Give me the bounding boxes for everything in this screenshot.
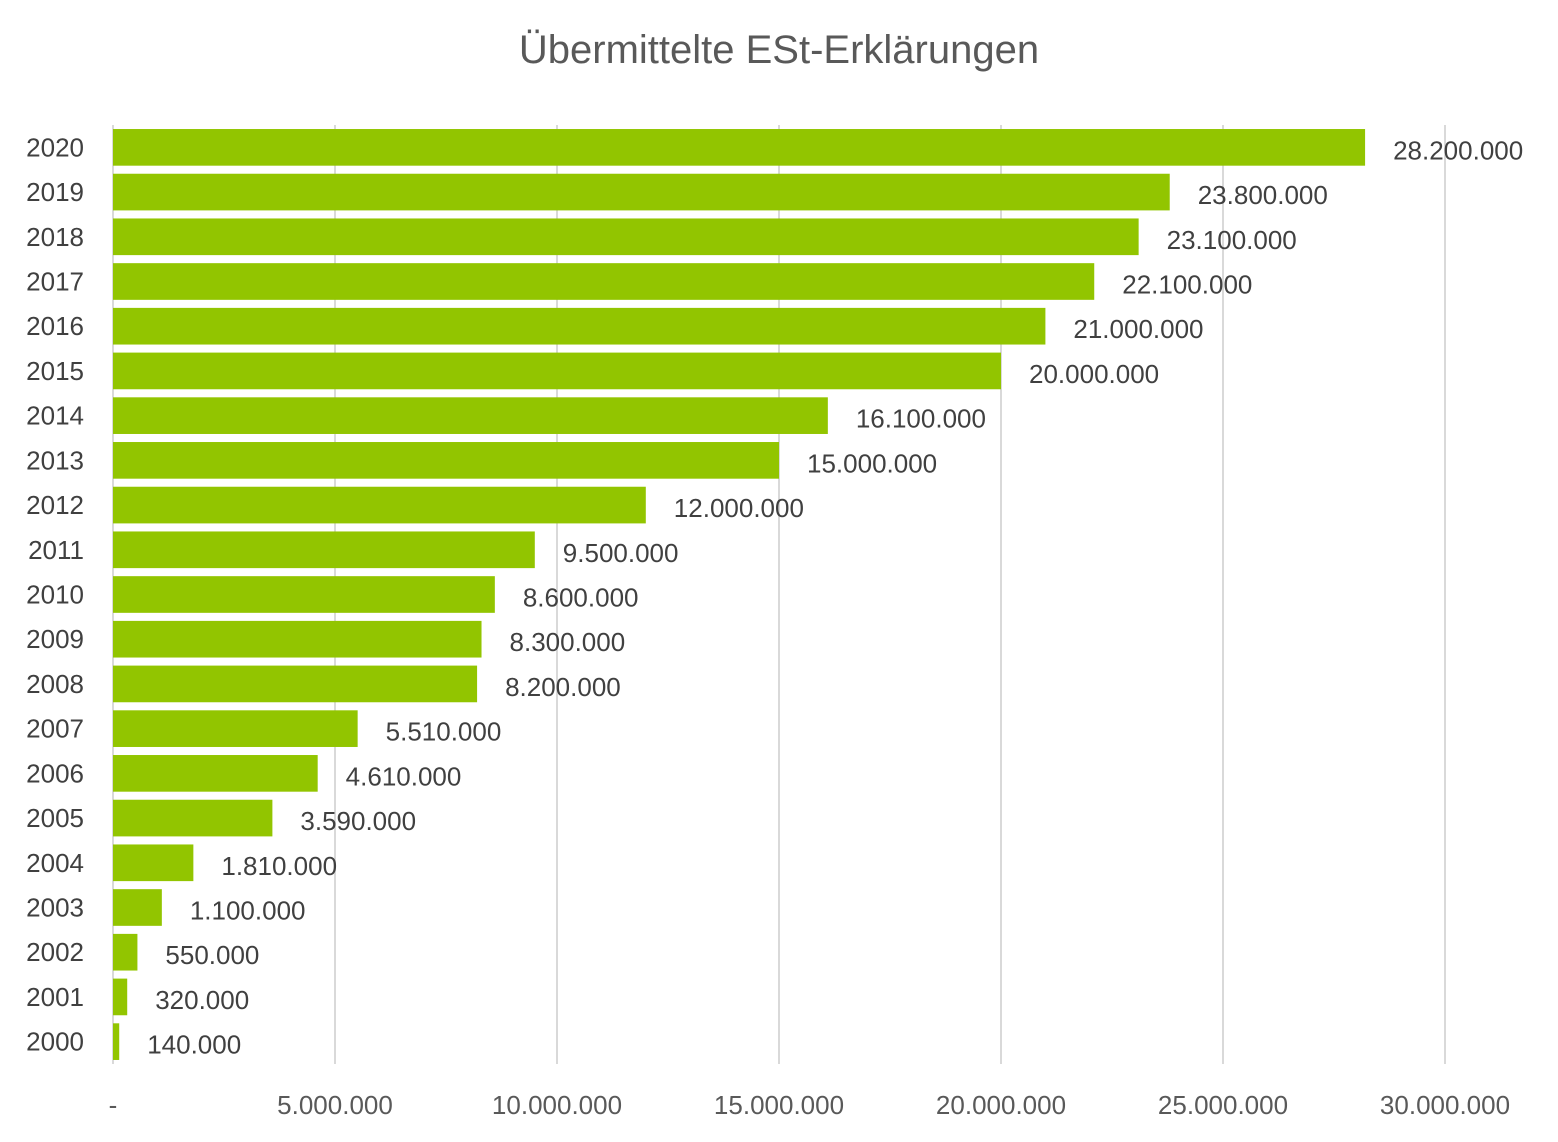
category-label: 2019 xyxy=(26,177,84,207)
data-label: 16.100.000 xyxy=(856,404,986,434)
data-label: 28.200.000 xyxy=(1393,135,1523,165)
data-label: 8.600.000 xyxy=(523,583,639,613)
bar xyxy=(113,620,482,658)
category-label: 2010 xyxy=(26,580,84,610)
value-axis: - 5.000.000 10.000.000 15.000.000 20.000.000… xyxy=(109,1090,1510,1120)
category-label: 2003 xyxy=(26,893,84,923)
bar xyxy=(113,352,1001,390)
category-label: 2017 xyxy=(26,267,84,297)
category-label: 2013 xyxy=(26,445,84,475)
x-tick-label: 30.000.000 xyxy=(1380,1090,1510,1120)
x-tick-label: 10.000.000 xyxy=(492,1090,622,1120)
bar xyxy=(113,486,646,524)
bar xyxy=(113,173,1170,211)
category-label: 2007 xyxy=(26,714,84,744)
bar xyxy=(113,218,1139,256)
bar xyxy=(113,844,194,882)
data-label: 21.000.000 xyxy=(1073,314,1203,344)
category-label: 2020 xyxy=(26,132,84,162)
data-label: 23.800.000 xyxy=(1198,180,1328,210)
category-label: 2015 xyxy=(26,356,84,386)
data-label: 9.500.000 xyxy=(563,538,679,568)
data-label: 140.000 xyxy=(147,1030,241,1060)
bar xyxy=(113,531,535,569)
bars xyxy=(113,129,1366,1060)
data-label: 22.100.000 xyxy=(1122,270,1252,300)
x-tick-label: 25.000.000 xyxy=(1158,1090,1288,1120)
bar xyxy=(113,799,273,837)
category-label: 2014 xyxy=(26,401,84,431)
category-label: 2011 xyxy=(28,535,84,565)
category-label: 2016 xyxy=(26,311,84,341)
x-tick-label: 15.000.000 xyxy=(714,1090,844,1120)
bar xyxy=(113,442,779,479)
category-axis: 2000 2001 2002 2003 2004 2005 2006 2007 2008 2009… xyxy=(26,132,84,1056)
category-label: 2000 xyxy=(26,1027,84,1057)
data-label: 20.000.000 xyxy=(1029,359,1159,389)
data-label: 15.000.000 xyxy=(807,448,937,478)
data-label: 1.810.000 xyxy=(221,851,337,881)
data-label: 8.300.000 xyxy=(510,627,626,657)
data-label: 4.610.000 xyxy=(346,761,462,791)
category-label: 2009 xyxy=(26,624,84,654)
data-label: 550.000 xyxy=(165,940,259,970)
data-label: 8.200.000 xyxy=(505,672,621,702)
bar xyxy=(113,710,358,747)
bar xyxy=(113,933,138,971)
data-label: 3.590.000 xyxy=(300,806,416,836)
x-tick-label: - xyxy=(109,1090,118,1120)
data-label: 12.000.000 xyxy=(674,493,804,523)
category-label: 2002 xyxy=(26,937,84,967)
bar xyxy=(113,576,495,613)
category-label: 2004 xyxy=(26,848,84,878)
data-label: 1.100.000 xyxy=(190,896,306,926)
category-label: 2001 xyxy=(26,982,84,1012)
category-label: 2005 xyxy=(26,803,84,833)
x-tick-label: 5.000.000 xyxy=(277,1090,393,1120)
category-label: 2012 xyxy=(26,490,84,520)
category-label: 2006 xyxy=(26,758,84,788)
bar xyxy=(113,397,828,434)
bar xyxy=(113,263,1095,300)
data-label: 23.100.000 xyxy=(1167,225,1297,255)
bar xyxy=(113,755,318,792)
chart-title: Übermittelte ESt-Erklärungen xyxy=(518,28,1040,72)
category-label: 2018 xyxy=(26,222,84,252)
data-label: 5.510.000 xyxy=(386,717,502,747)
bar xyxy=(113,1023,120,1060)
bar xyxy=(113,129,1366,166)
bar xyxy=(113,978,128,1016)
data-labels: 140.000 320.000 550.000 1.100.000 1.810.000 3… xyxy=(147,135,1523,1059)
bar xyxy=(113,665,478,703)
x-tick-label: 20.000.000 xyxy=(936,1090,1066,1120)
bar xyxy=(113,307,1046,345)
category-label: 2008 xyxy=(26,669,84,699)
data-label: 320.000 xyxy=(155,985,249,1015)
bar xyxy=(113,889,162,926)
